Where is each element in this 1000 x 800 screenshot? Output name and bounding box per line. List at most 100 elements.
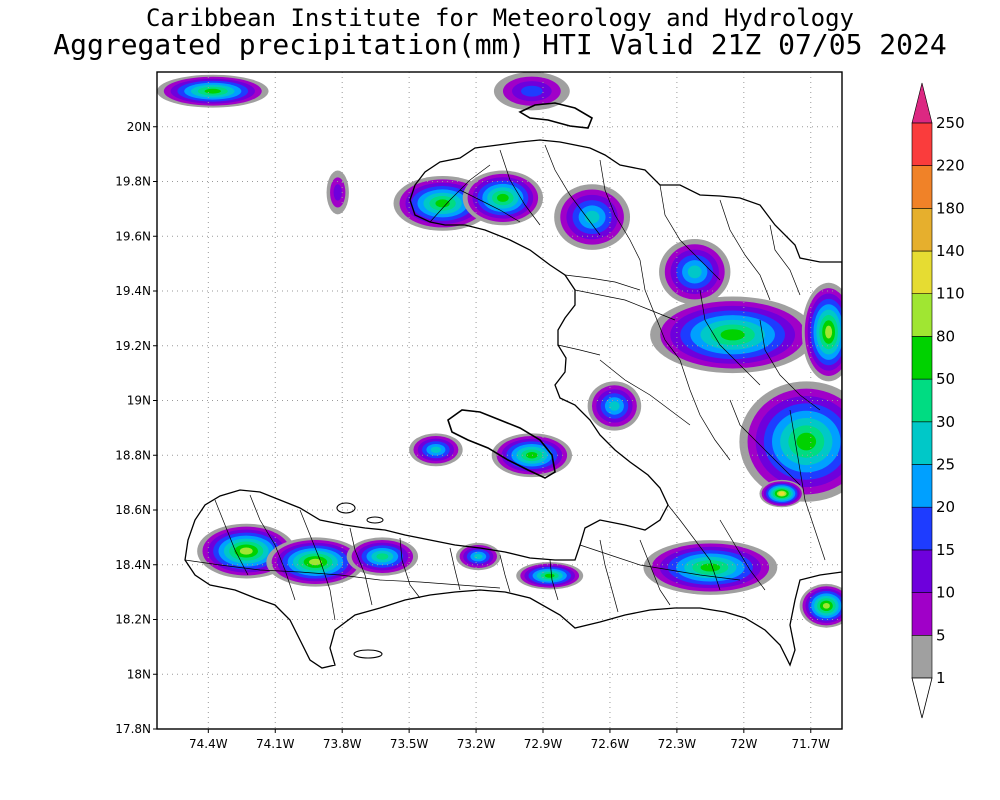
- small-islet: [366, 516, 384, 524]
- legend-swatch: [911, 250, 933, 295]
- lat-tick-label: 18.6N: [115, 503, 151, 517]
- admin-borders: [184, 144, 826, 621]
- latitude-tick-labels: 20N 19.8N 19.6N 19.4N 19.2N 19N 18.8N 18.6N 18.4…: [115, 120, 157, 736]
- rain-contour: [822, 602, 830, 609]
- rain-contour: [700, 563, 721, 572]
- legend-swatch: [911, 506, 933, 551]
- institution-title: Caribbean Institute for Meteorology and …: [145, 4, 854, 32]
- legend-swatch: [911, 549, 933, 593]
- rain-cell: [587, 381, 642, 431]
- rain-cell: [516, 562, 584, 590]
- rain-cell: [462, 170, 544, 226]
- ile-a-vache: [353, 649, 383, 659]
- legend-swatch: [911, 634, 933, 679]
- lon-tick-label: 73.2W: [457, 737, 496, 751]
- lon-tick-label: 73.8W: [323, 737, 362, 751]
- legend-swatch: [911, 378, 933, 423]
- gonave-island: [447, 409, 556, 479]
- legend-under-arrow: [911, 677, 933, 719]
- lon-tick-label: 71.7W: [791, 737, 830, 751]
- legend-swatch: [911, 336, 933, 380]
- tortuga-island: [518, 102, 593, 129]
- lat-tick-label: 19N: [127, 394, 151, 408]
- legend-label: 110: [936, 285, 965, 303]
- rain-cell: [759, 479, 805, 508]
- legend-label: 30: [936, 413, 955, 431]
- rain-cell: [739, 381, 842, 502]
- rain-contour: [778, 491, 785, 496]
- legend-over-arrow: [911, 82, 933, 124]
- lat-tick-label: 18N: [127, 667, 151, 681]
- rain-contour: [544, 573, 555, 578]
- rain-cell: [554, 184, 631, 250]
- rain-contour: [430, 446, 442, 453]
- lat-tick-label: 18.2N: [115, 613, 151, 627]
- rain-contour: [376, 553, 389, 560]
- lon-tick-label: 72.3W: [658, 737, 697, 751]
- legend-swatch: [911, 592, 933, 636]
- rain-contour: [687, 265, 702, 279]
- rain-contour: [496, 193, 509, 202]
- legend-label: 25: [936, 456, 955, 474]
- rain-contour: [521, 85, 543, 97]
- lon-tick-label: 72W: [730, 737, 757, 751]
- legend-label: 5: [936, 626, 946, 644]
- lat-tick-label: 20N: [127, 120, 151, 134]
- rain-cell: [409, 433, 463, 467]
- rain-contour: [333, 184, 342, 201]
- lat-tick-label: 19.2N: [115, 339, 151, 353]
- rain-contour: [720, 329, 745, 341]
- legend-swatch: [911, 165, 933, 209]
- lon-tick-label: 73.5W: [390, 737, 429, 751]
- rain-contour: [239, 547, 253, 555]
- longitude-tick-labels: 74.4W 74.1W 73.8W 73.5W 73.2W 72.9W 72.6W 72.3W…: [189, 729, 830, 751]
- legend-label: 180: [936, 199, 965, 217]
- legend-label: 80: [936, 327, 955, 345]
- rain-contour: [609, 401, 620, 411]
- legend-swatch: [911, 464, 933, 508]
- rain-cell: [157, 74, 269, 108]
- rain-cell: [266, 537, 365, 587]
- legend-swatch: [911, 122, 933, 166]
- lon-tick-label: 74.4W: [189, 737, 228, 751]
- precipitation-field: [157, 72, 842, 628]
- rain-contour: [473, 553, 483, 560]
- plot-frame: [156, 71, 843, 730]
- rain-contour: [204, 88, 221, 94]
- legend-label: 140: [936, 242, 965, 260]
- legend-label: 250: [936, 114, 965, 132]
- lat-tick-label: 18.4N: [115, 558, 151, 572]
- rain-contour: [796, 432, 817, 451]
- legend-label: 1: [936, 669, 946, 687]
- rain-cell: [455, 542, 501, 571]
- rain-cell: [659, 238, 731, 305]
- lon-tick-label: 74.1W: [256, 737, 295, 751]
- rain-contour: [309, 558, 322, 566]
- coastline-and-borders: [184, 102, 842, 669]
- lat-tick-label: 17.8N: [115, 722, 151, 736]
- cayemites-islet: [336, 502, 356, 514]
- rain-contour: [435, 199, 450, 208]
- rain-cell: [801, 282, 842, 382]
- rain-cell: [643, 540, 778, 595]
- lon-tick-label: 72.6W: [591, 737, 630, 751]
- rain-contour: [825, 325, 833, 339]
- legend-label: 220: [936, 157, 965, 175]
- lon-tick-label: 72.9W: [524, 737, 563, 751]
- rain-contour: [584, 210, 600, 224]
- lat-tick-label: 19.6N: [115, 229, 151, 243]
- rain-cell: [650, 296, 816, 374]
- legend-label: 50: [936, 370, 955, 388]
- legend-swatch: [911, 421, 933, 465]
- hispaniola-coastline: [184, 139, 842, 669]
- legend-label: 10: [936, 584, 955, 602]
- map-title: Aggregated precipitation(mm) HTI Valid 2…: [53, 28, 947, 61]
- legend-swatch: [911, 293, 933, 337]
- lat-tick-label: 19.8N: [115, 175, 151, 189]
- rain-cell: [493, 72, 570, 111]
- rain-contour: [525, 452, 538, 459]
- rain-cell: [799, 583, 842, 628]
- legend-label: 20: [936, 498, 955, 516]
